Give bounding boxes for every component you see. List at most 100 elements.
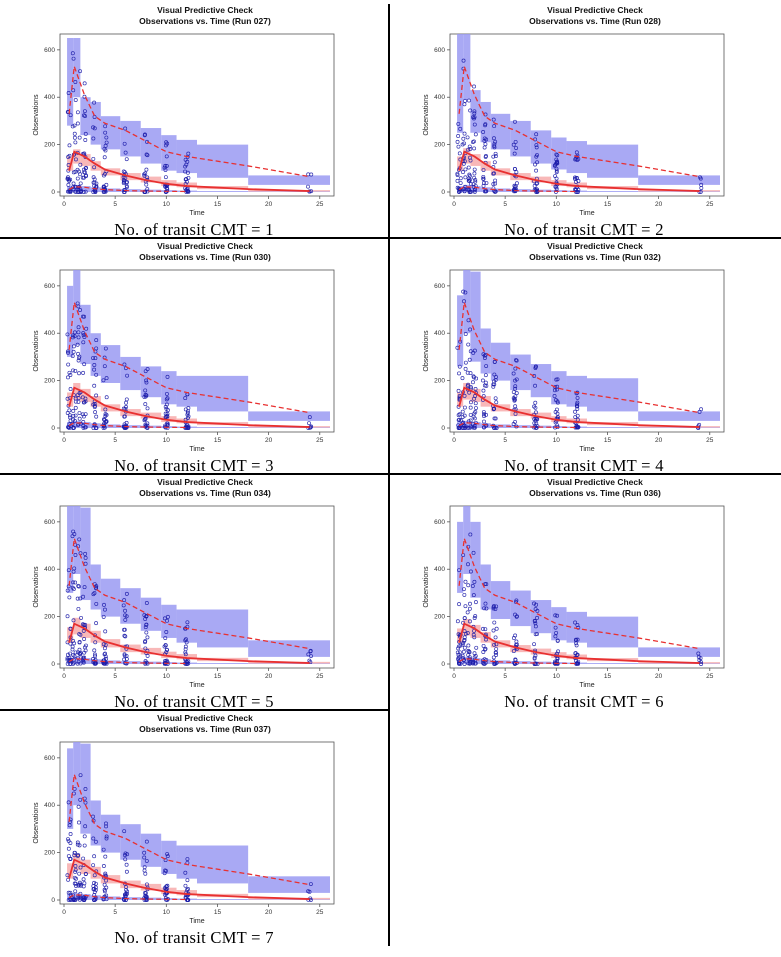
median-pi-band — [73, 382, 81, 400]
observed-point — [482, 647, 487, 652]
observed-point — [66, 838, 71, 843]
observed-point — [68, 190, 73, 194]
observed-point — [467, 390, 472, 395]
observed-point — [104, 893, 109, 898]
observed-point — [483, 373, 488, 378]
observed-point — [455, 619, 460, 624]
observed-point — [481, 626, 485, 631]
upper-pi-band — [463, 270, 471, 334]
observed-point — [81, 420, 86, 424]
observed-point — [94, 601, 99, 606]
chart-subtitle: Observations vs. Time (Run 027) — [139, 16, 271, 26]
observed-point — [92, 648, 97, 653]
observed-point — [70, 421, 75, 426]
upper-pi-band — [73, 742, 81, 806]
observed-point — [462, 405, 467, 410]
observed-point — [67, 143, 72, 148]
x-tick-label: 25 — [706, 201, 714, 208]
observed-point — [484, 657, 489, 662]
observed-point — [553, 174, 558, 178]
observed-point — [483, 142, 488, 147]
observed-point — [143, 171, 148, 176]
upper-pi-band — [90, 333, 101, 376]
observed-point — [484, 137, 489, 142]
median-pi-band — [480, 161, 491, 171]
observed-point — [185, 887, 189, 892]
observed-point — [461, 58, 466, 63]
observed-point — [306, 652, 311, 657]
observed-point — [80, 395, 85, 400]
observed-point — [144, 622, 149, 627]
observed-point — [125, 180, 129, 185]
observed-point — [458, 126, 463, 131]
observed-point — [124, 885, 129, 889]
observed-point — [73, 399, 78, 404]
upper-pi-band — [638, 175, 720, 185]
observed-point — [573, 409, 577, 414]
lower-pi-band — [197, 191, 249, 192]
observed-point — [575, 395, 580, 400]
observed-point — [555, 638, 560, 643]
observed-point — [481, 180, 486, 185]
observed-point — [482, 356, 487, 360]
observed-point — [308, 882, 313, 886]
observed-point — [144, 393, 149, 398]
chart-title: Visual Predictive Check — [547, 5, 643, 15]
upper-pi-band — [140, 833, 162, 867]
observed-point — [125, 373, 130, 378]
observed-point — [511, 390, 516, 394]
observed-point — [66, 652, 70, 657]
observed-point — [455, 178, 460, 183]
observed-point — [81, 425, 86, 430]
observed-point — [491, 655, 496, 660]
observed-point — [553, 184, 558, 189]
observed-point — [94, 621, 99, 626]
observed-point — [468, 147, 473, 151]
observed-point — [513, 366, 518, 371]
observed-point — [124, 591, 129, 596]
y-axis-label: Observations — [423, 94, 430, 136]
observed-point — [473, 600, 478, 605]
observed-point — [553, 410, 558, 414]
observed-point — [463, 167, 468, 172]
observed-point — [101, 847, 106, 852]
observed-point — [468, 532, 473, 537]
observed-point — [491, 154, 496, 159]
observed-point — [73, 850, 77, 855]
observed-point — [494, 650, 498, 655]
observed-5th-percentile-line — [68, 658, 187, 665]
chart-subtitle: Observations vs. Time (Run 032) — [529, 252, 661, 262]
x-tick-label: 25 — [706, 437, 714, 444]
panel-caption: No. of transit CMT = 6 — [504, 692, 664, 711]
observed-point — [492, 620, 497, 625]
observed-point — [103, 407, 108, 412]
observed-point — [82, 843, 87, 848]
observed-point — [93, 410, 98, 415]
axes: 0 5 10 15 20 25 0 200 400 600 Time Observations — [423, 283, 714, 453]
observed-point — [143, 646, 148, 651]
x-tick-label: 20 — [265, 437, 273, 444]
observed-point — [457, 602, 461, 607]
observed-point — [102, 652, 107, 657]
observed-point — [466, 583, 471, 588]
observed-point — [553, 420, 558, 425]
observed-point — [466, 562, 470, 567]
chart-subtitle: Observations vs. Time (Run 028) — [529, 16, 661, 26]
observed-point — [471, 414, 476, 419]
observed-point — [92, 873, 97, 878]
observed-point — [71, 56, 76, 61]
median-pi-band — [176, 654, 197, 660]
observed-point — [143, 392, 148, 397]
observed-point — [143, 659, 148, 664]
observed-point — [471, 550, 476, 555]
observed-point — [461, 649, 466, 654]
observed-point — [68, 857, 73, 861]
observed-point — [71, 344, 76, 349]
upper-pi-band — [248, 876, 330, 893]
observed-point — [481, 130, 486, 134]
x-tick-label: 0 — [62, 201, 66, 208]
observed-point — [513, 139, 518, 144]
observed-point — [124, 657, 129, 661]
observed-point — [123, 617, 128, 622]
